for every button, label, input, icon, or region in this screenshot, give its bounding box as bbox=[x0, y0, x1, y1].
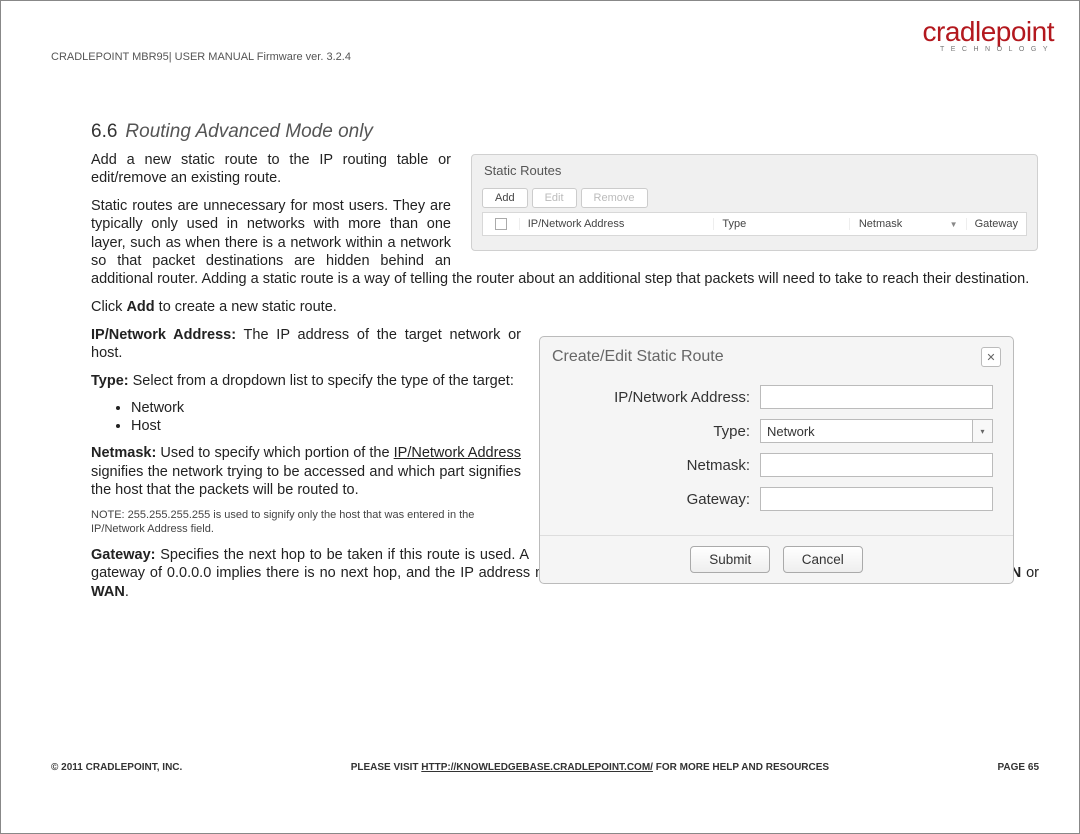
col-netmask-label: Netmask bbox=[859, 218, 902, 230]
col-type[interactable]: Type bbox=[714, 218, 849, 230]
type-select-value: Network bbox=[760, 419, 973, 443]
dialog-title-text: Create/Edit Static Route bbox=[552, 348, 724, 366]
brand-name: cradlepoint bbox=[923, 19, 1054, 44]
text: to create a new static route. bbox=[155, 299, 337, 315]
page-footer: © 2011 CRADLEPOINT, INC. PLEASE VISIT HT… bbox=[51, 762, 1039, 773]
text: FOR MORE HELP AND RESOURCES bbox=[653, 762, 829, 773]
para-ip: IP/Network Address: The IP address of th… bbox=[91, 326, 521, 362]
section-title-italic: Routing Advanced Mode only bbox=[125, 121, 373, 142]
row-gateway: Gateway: bbox=[560, 487, 993, 511]
panel-title: Static Routes bbox=[472, 155, 1037, 188]
netmask-underline: IP/Network Address bbox=[394, 445, 521, 461]
ip-input[interactable] bbox=[760, 385, 993, 409]
text: signifies the network trying to be acces… bbox=[91, 464, 521, 498]
para-type: Type: Select from a dropdown list to spe… bbox=[91, 372, 521, 390]
submit-button[interactable]: Submit bbox=[690, 546, 770, 573]
dialog-body: IP/Network Address: Type: Network ▾ Netm… bbox=[540, 377, 1013, 535]
text: Click bbox=[91, 299, 126, 315]
page-number: PAGE 65 bbox=[998, 762, 1040, 773]
table-header-row: IP/Network Address Type Netmask ▼ Gatewa… bbox=[483, 213, 1026, 235]
type-value-text: Network bbox=[767, 424, 815, 439]
netmask-label: Netmask: bbox=[91, 445, 156, 461]
type-select[interactable]: Network ▾ bbox=[760, 419, 993, 443]
text: Used to specify which portion of the bbox=[156, 445, 393, 461]
label-ip: IP/Network Address: bbox=[560, 389, 760, 406]
ip-label: IP/Network Address: bbox=[91, 327, 236, 343]
cancel-button[interactable]: Cancel bbox=[783, 546, 863, 573]
row-netmask: Netmask: bbox=[560, 453, 993, 477]
add-button[interactable]: Add bbox=[482, 188, 528, 208]
routes-table: IP/Network Address Type Netmask ▼ Gatewa… bbox=[482, 212, 1027, 236]
para-netmask: Netmask: Used to specify which portion o… bbox=[91, 444, 521, 498]
netmask-input[interactable] bbox=[760, 453, 993, 477]
copyright: © 2011 CRADLEPOINT, INC. bbox=[51, 762, 182, 773]
footer-center: PLEASE VISIT HTTP://KNOWLEDGEBASE.CRADLE… bbox=[351, 762, 829, 773]
label-netmask: Netmask: bbox=[560, 457, 760, 474]
add-bold: Add bbox=[126, 299, 154, 315]
type-label: Type: bbox=[91, 373, 129, 389]
create-edit-route-dialog: Create/Edit Static Route ✕ IP/Network Ad… bbox=[539, 336, 1014, 584]
brand-tagline: TECHNOLOGY bbox=[923, 46, 1054, 53]
dialog-header: Create/Edit Static Route ✕ bbox=[540, 337, 1013, 377]
section-title: 6.6 Routing Advanced Mode only bbox=[91, 121, 1039, 143]
dropdown-icon: ▼ bbox=[950, 220, 958, 229]
gateway-label: Gateway: bbox=[91, 547, 155, 563]
close-button[interactable]: ✕ bbox=[981, 347, 1001, 367]
label-type: Type: bbox=[560, 423, 760, 440]
text: PLEASE VISIT bbox=[351, 762, 422, 773]
col-ip[interactable]: IP/Network Address bbox=[520, 218, 715, 230]
remove-button[interactable]: Remove bbox=[581, 188, 648, 208]
row-type: Type: Network ▾ bbox=[560, 419, 993, 443]
panel-toolbar: Add Edit Remove bbox=[472, 188, 1037, 212]
section-num: 6.6 bbox=[91, 121, 117, 142]
edit-button[interactable]: Edit bbox=[532, 188, 577, 208]
text: or bbox=[1021, 565, 1039, 581]
type-text: Select from a dropdown list to specify t… bbox=[129, 373, 514, 389]
row-ip: IP/Network Address: bbox=[560, 385, 993, 409]
close-icon: ✕ bbox=[986, 351, 995, 364]
header-breadcrumb: CRADLEPOINT MBR95| USER MANUAL Firmware … bbox=[51, 51, 351, 63]
label-gateway: Gateway: bbox=[560, 491, 760, 508]
kb-link[interactable]: HTTP://KNOWLEDGEBASE.CRADLEPOINT.COM/ bbox=[421, 762, 653, 773]
brand-logo: cradlepoint TECHNOLOGY bbox=[923, 19, 1054, 53]
chevron-down-icon: ▾ bbox=[973, 419, 993, 443]
static-routes-panel: Static Routes Add Edit Remove IP/Network… bbox=[471, 154, 1038, 251]
select-all-checkbox[interactable] bbox=[483, 218, 520, 230]
col-gateway[interactable]: Gateway bbox=[967, 218, 1026, 230]
text: . bbox=[125, 584, 129, 600]
col-netmask[interactable]: Netmask ▼ bbox=[851, 218, 967, 230]
dialog-footer: Submit Cancel bbox=[540, 535, 1013, 583]
wan-bold: WAN bbox=[91, 584, 125, 600]
gateway-input[interactable] bbox=[760, 487, 993, 511]
